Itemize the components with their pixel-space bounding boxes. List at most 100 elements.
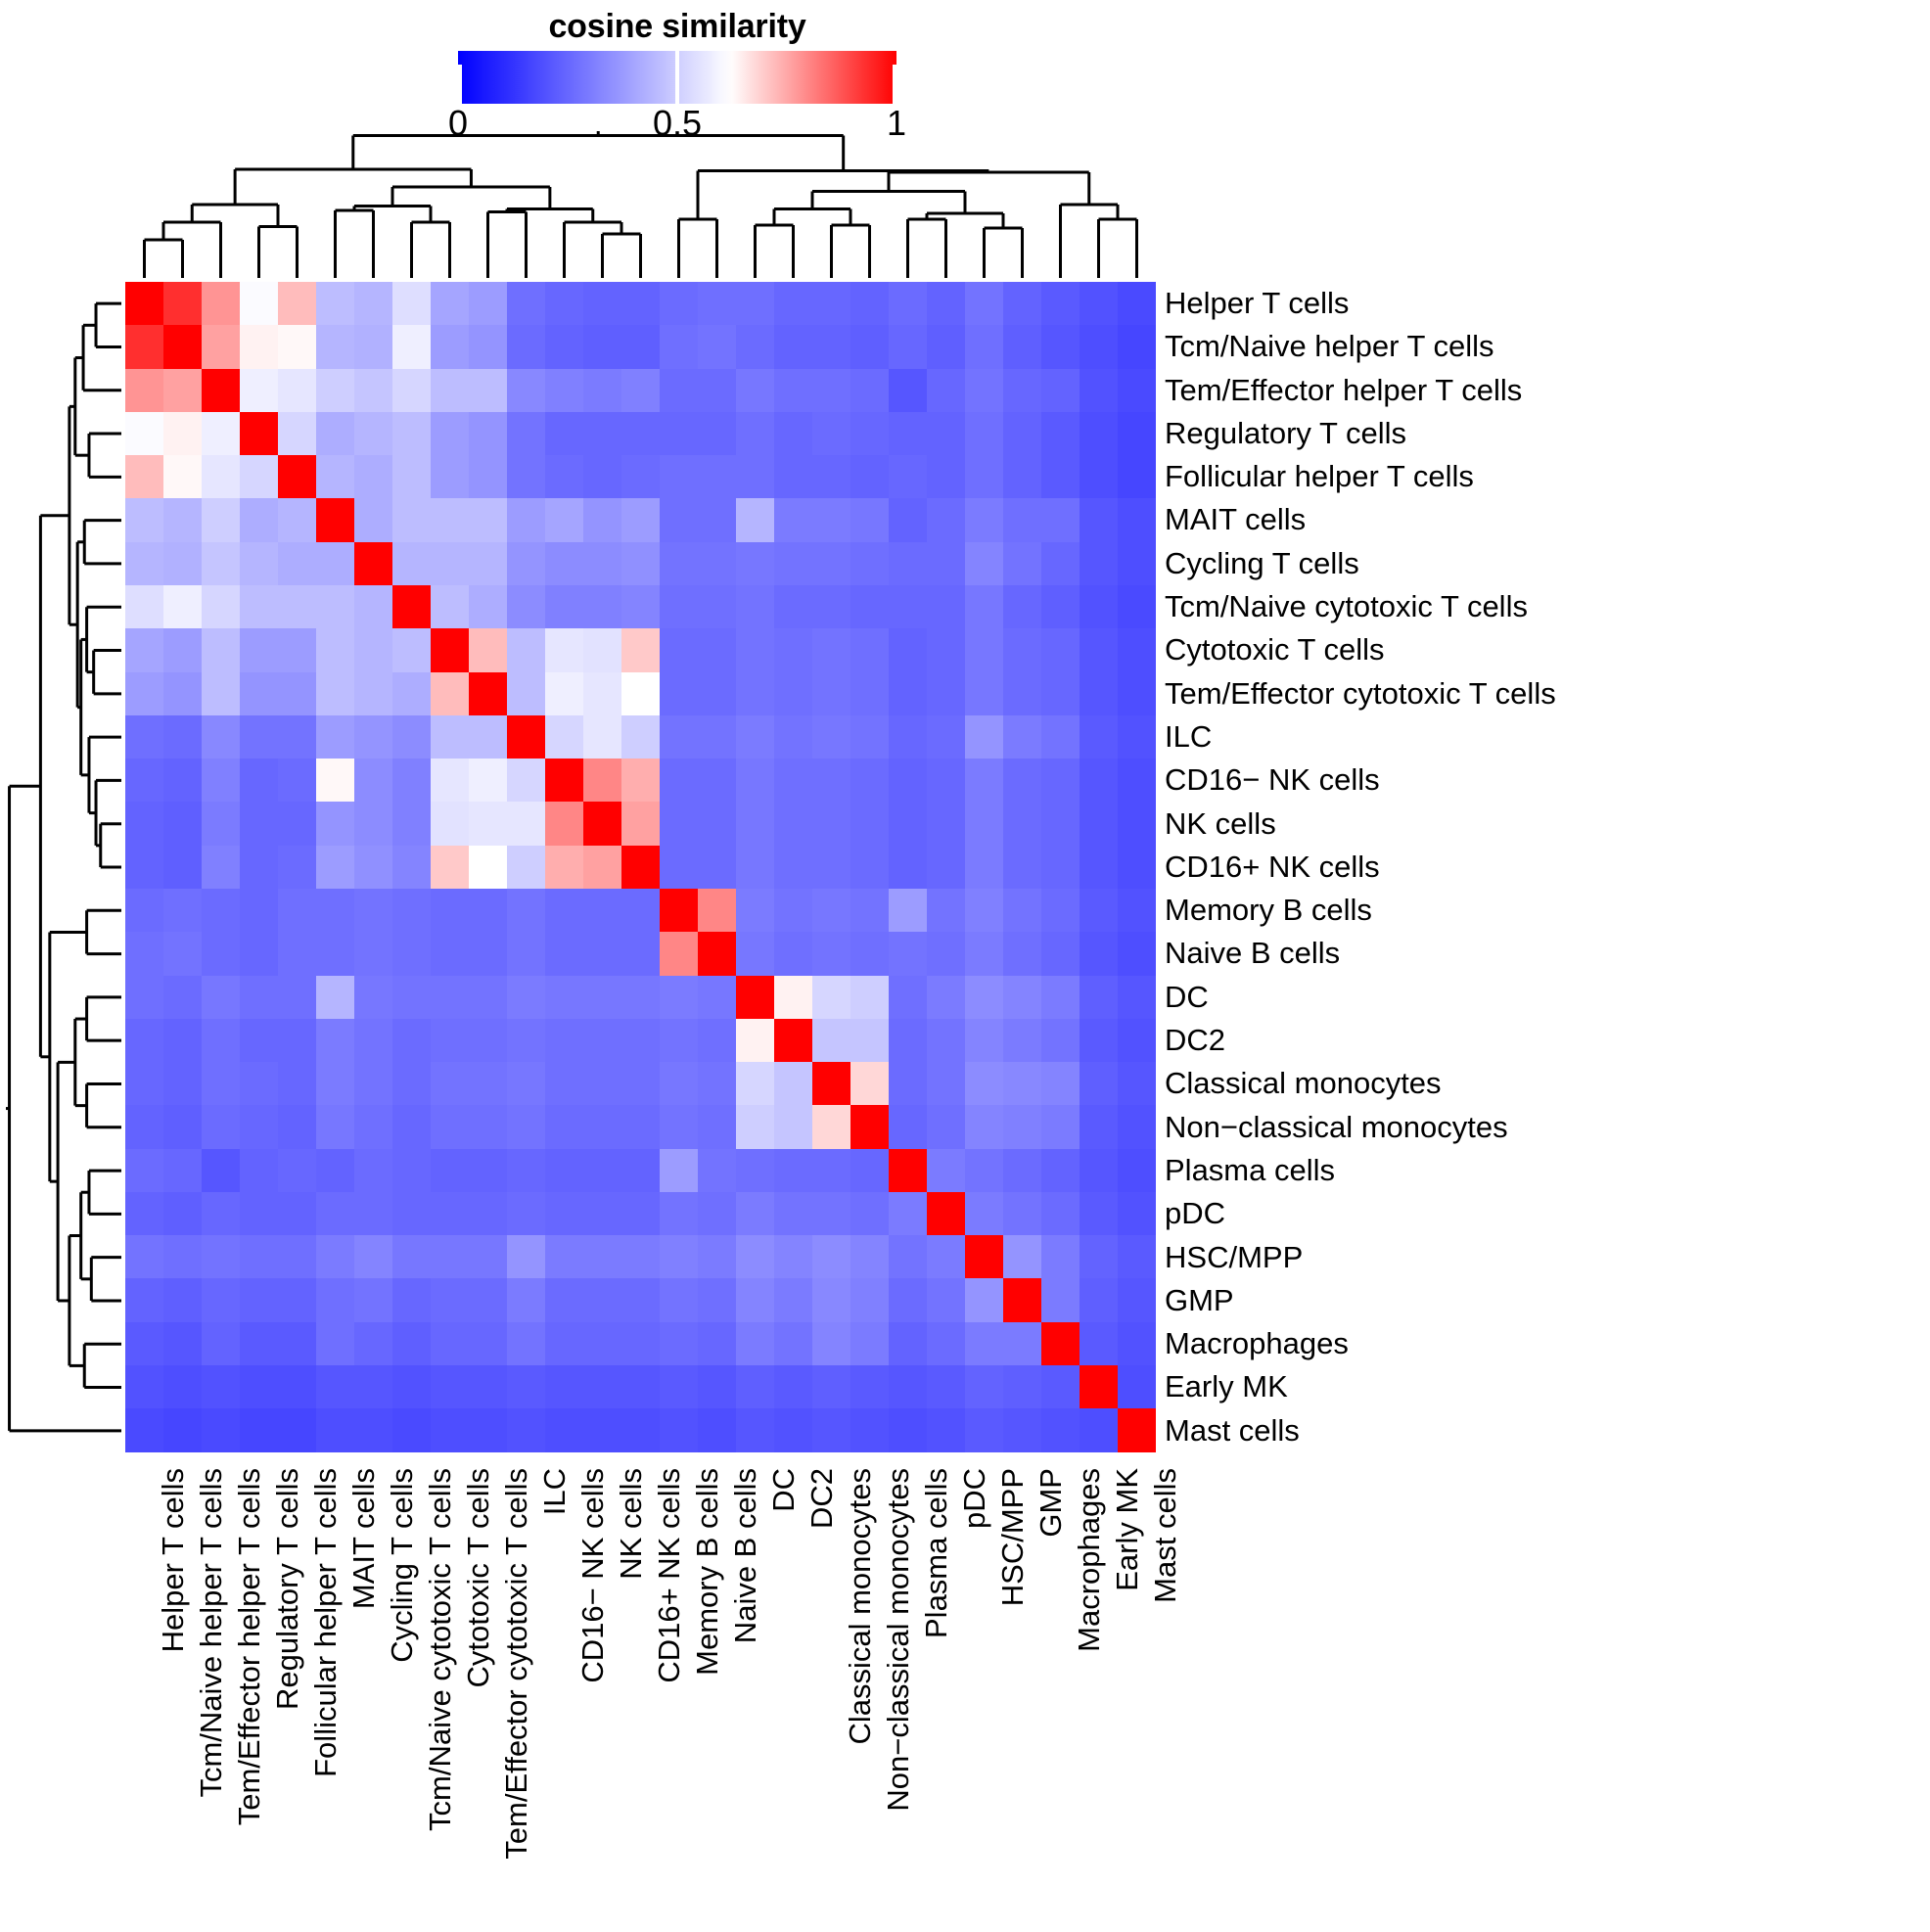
heatmap-cell[interactable] bbox=[889, 1278, 927, 1322]
heatmap-cell[interactable] bbox=[583, 1062, 621, 1106]
heatmap-cell[interactable] bbox=[316, 1148, 354, 1192]
heatmap-cell[interactable] bbox=[736, 975, 774, 1019]
heatmap-cell[interactable] bbox=[240, 1105, 278, 1149]
heatmap-cell[interactable] bbox=[889, 541, 927, 585]
heatmap-cell[interactable] bbox=[507, 1408, 545, 1452]
heatmap-cell[interactable] bbox=[431, 1408, 469, 1452]
heatmap-cell[interactable] bbox=[1003, 932, 1041, 976]
heatmap-cell[interactable] bbox=[316, 1365, 354, 1409]
heatmap-cell[interactable] bbox=[163, 584, 202, 629]
heatmap-cell[interactable] bbox=[1041, 628, 1080, 672]
heatmap-cell[interactable] bbox=[507, 584, 545, 629]
heatmap-cell[interactable] bbox=[889, 845, 927, 889]
heatmap-cell[interactable] bbox=[927, 1408, 965, 1452]
heatmap-cell[interactable] bbox=[1118, 888, 1156, 933]
heatmap-cell[interactable] bbox=[431, 411, 469, 456]
heatmap-cell[interactable] bbox=[392, 368, 431, 412]
heatmap-cell[interactable] bbox=[545, 845, 583, 889]
heatmap-cell[interactable] bbox=[469, 845, 507, 889]
heatmap-cell[interactable] bbox=[316, 282, 354, 326]
heatmap-cell[interactable] bbox=[850, 1278, 889, 1322]
heatmap-cell[interactable] bbox=[1118, 1191, 1156, 1236]
heatmap-cell[interactable] bbox=[163, 1408, 202, 1452]
heatmap-cell[interactable] bbox=[927, 1321, 965, 1366]
heatmap-cell[interactable] bbox=[392, 932, 431, 976]
heatmap-cell[interactable] bbox=[583, 932, 621, 976]
heatmap-cell[interactable] bbox=[1003, 802, 1041, 846]
heatmap-cell[interactable] bbox=[736, 1018, 774, 1063]
heatmap-cell[interactable] bbox=[774, 1148, 812, 1192]
heatmap-cell[interactable] bbox=[812, 411, 850, 456]
heatmap-cell[interactable] bbox=[354, 888, 392, 933]
heatmap-cell[interactable] bbox=[583, 1105, 621, 1149]
heatmap-cell[interactable] bbox=[583, 282, 621, 326]
heatmap-cell[interactable] bbox=[240, 1235, 278, 1279]
heatmap-cell[interactable] bbox=[545, 671, 583, 715]
heatmap-cell[interactable] bbox=[316, 975, 354, 1019]
heatmap-cell[interactable] bbox=[316, 325, 354, 369]
heatmap-cell[interactable] bbox=[507, 455, 545, 499]
heatmap-cell[interactable] bbox=[278, 411, 316, 456]
heatmap-cell[interactable] bbox=[354, 1321, 392, 1366]
heatmap-cell[interactable] bbox=[1118, 1321, 1156, 1366]
heatmap-cell[interactable] bbox=[202, 584, 240, 629]
heatmap-cell[interactable] bbox=[202, 325, 240, 369]
heatmap-cell[interactable] bbox=[354, 802, 392, 846]
heatmap-cell[interactable] bbox=[392, 282, 431, 326]
heatmap-cell[interactable] bbox=[278, 498, 316, 542]
heatmap-cell[interactable] bbox=[965, 628, 1003, 672]
heatmap-cell[interactable] bbox=[1041, 975, 1080, 1019]
heatmap-cell[interactable] bbox=[545, 1235, 583, 1279]
heatmap-cell[interactable] bbox=[812, 498, 850, 542]
heatmap-cell[interactable] bbox=[698, 845, 736, 889]
heatmap-cell[interactable] bbox=[812, 845, 850, 889]
heatmap-cell[interactable] bbox=[316, 1408, 354, 1452]
heatmap-cell[interactable] bbox=[1003, 1018, 1041, 1063]
heatmap-cell[interactable] bbox=[545, 455, 583, 499]
heatmap-cell[interactable] bbox=[316, 888, 354, 933]
heatmap-cell[interactable] bbox=[469, 802, 507, 846]
heatmap-cell[interactable] bbox=[812, 1235, 850, 1279]
heatmap-cell[interactable] bbox=[965, 1365, 1003, 1409]
heatmap-cell[interactable] bbox=[278, 1191, 316, 1236]
heatmap-cell[interactable] bbox=[545, 1018, 583, 1063]
heatmap-cell[interactable] bbox=[812, 1278, 850, 1322]
heatmap-cell[interactable] bbox=[278, 1365, 316, 1409]
heatmap-cell[interactable] bbox=[850, 888, 889, 933]
heatmap-cell[interactable] bbox=[965, 671, 1003, 715]
heatmap-cell[interactable] bbox=[545, 1278, 583, 1322]
heatmap-cell[interactable] bbox=[583, 975, 621, 1019]
heatmap-cell[interactable] bbox=[927, 368, 965, 412]
heatmap-cell[interactable] bbox=[1041, 671, 1080, 715]
heatmap-cell[interactable] bbox=[354, 1365, 392, 1409]
heatmap-cell[interactable] bbox=[1003, 1191, 1041, 1236]
heatmap-cell[interactable] bbox=[621, 1191, 660, 1236]
heatmap-cell[interactable] bbox=[621, 325, 660, 369]
heatmap-cell[interactable] bbox=[1080, 1278, 1118, 1322]
heatmap-cell[interactable] bbox=[583, 1278, 621, 1322]
heatmap-cell[interactable] bbox=[469, 1018, 507, 1063]
heatmap-cell[interactable] bbox=[316, 1191, 354, 1236]
heatmap-cell[interactable] bbox=[431, 671, 469, 715]
heatmap-cell[interactable] bbox=[163, 541, 202, 585]
heatmap-cell[interactable] bbox=[660, 368, 698, 412]
heatmap-cell[interactable] bbox=[1003, 282, 1041, 326]
heatmap-cell[interactable] bbox=[431, 1062, 469, 1106]
heatmap-cell[interactable] bbox=[469, 1062, 507, 1106]
heatmap-cell[interactable] bbox=[316, 1278, 354, 1322]
heatmap-cell[interactable] bbox=[698, 628, 736, 672]
heatmap-cell[interactable] bbox=[660, 282, 698, 326]
heatmap-cell[interactable] bbox=[660, 1278, 698, 1322]
heatmap-cell[interactable] bbox=[698, 714, 736, 759]
heatmap-cell[interactable] bbox=[736, 671, 774, 715]
heatmap-cell[interactable] bbox=[812, 584, 850, 629]
heatmap-cell[interactable] bbox=[202, 1278, 240, 1322]
heatmap-cell[interactable] bbox=[469, 671, 507, 715]
heatmap-cell[interactable] bbox=[278, 455, 316, 499]
heatmap-cell[interactable] bbox=[125, 714, 163, 759]
heatmap-cell[interactable] bbox=[545, 325, 583, 369]
heatmap-cell[interactable] bbox=[316, 1105, 354, 1149]
heatmap-cell[interactable] bbox=[278, 1105, 316, 1149]
heatmap-cell[interactable] bbox=[431, 888, 469, 933]
heatmap-cell[interactable] bbox=[660, 1321, 698, 1366]
